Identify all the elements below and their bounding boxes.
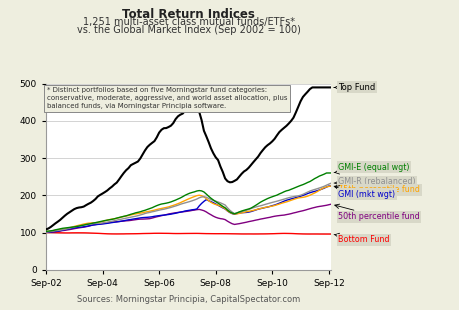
Text: GMI (mkt wgt): GMI (mkt wgt) bbox=[334, 186, 395, 199]
Text: Total Return Indices: Total Return Indices bbox=[122, 8, 254, 21]
Text: Top Fund: Top Fund bbox=[333, 83, 375, 92]
Text: GMI-E (equal wgt): GMI-E (equal wgt) bbox=[333, 162, 409, 174]
Text: Sources: Morningstar Principia, CapitalSpectator.com: Sources: Morningstar Principia, CapitalS… bbox=[77, 295, 300, 304]
Text: 50th percentile fund: 50th percentile fund bbox=[334, 204, 419, 221]
Text: GMI-R (rebalanced): GMI-R (rebalanced) bbox=[333, 177, 415, 186]
Text: Bottom Fund: Bottom Fund bbox=[333, 233, 389, 244]
Text: vs. the Global Market Index (Sep 2002 = 100): vs. the Global Market Index (Sep 2002 = … bbox=[77, 25, 300, 35]
Text: 75th percentile fund: 75th percentile fund bbox=[333, 184, 419, 194]
Text: 1,251 multi-asset class mutual funds/ETFs*: 1,251 multi-asset class mutual funds/ETF… bbox=[83, 17, 294, 27]
Text: * Distinct portfolios based on five Morningstar fund categories:
conservative, m: * Distinct portfolios based on five Morn… bbox=[47, 87, 287, 109]
